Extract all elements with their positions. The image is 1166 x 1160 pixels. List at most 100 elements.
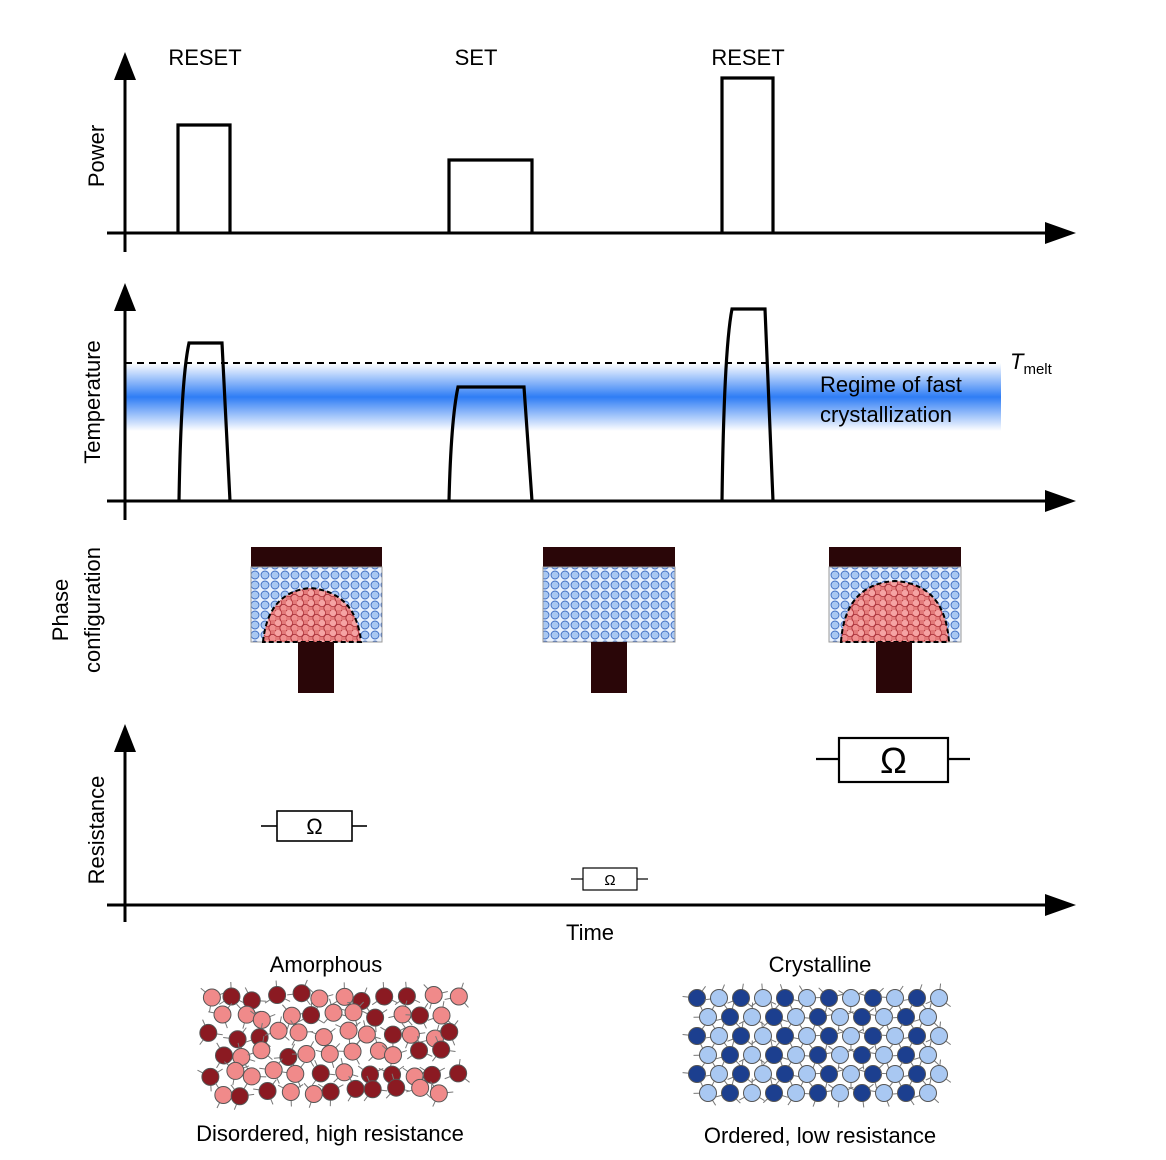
atom (699, 1046, 717, 1064)
atom (410, 1041, 429, 1060)
bottom-electrode (298, 642, 334, 693)
t-melt-symbol: T (1010, 349, 1025, 374)
atom (831, 1084, 849, 1102)
atom (864, 989, 882, 1007)
amorphous-dome (839, 579, 951, 643)
atom (765, 1008, 783, 1026)
atom (226, 1061, 245, 1080)
atom (375, 987, 394, 1006)
atom (230, 1087, 249, 1106)
atom (268, 986, 287, 1005)
atom (864, 1065, 882, 1083)
power-x-arrow (1045, 222, 1076, 244)
atom (324, 1003, 343, 1022)
atom (809, 1084, 827, 1102)
atom (688, 989, 706, 1007)
phase-panel: Phase configuration (48, 547, 962, 693)
atom (432, 1006, 451, 1025)
atom (432, 1040, 451, 1059)
phase-axis-label-line2: configuration (80, 547, 105, 673)
atom (809, 1008, 827, 1026)
power-y-arrow (114, 52, 136, 80)
resistor-body (837, 736, 950, 784)
atom (732, 1027, 750, 1045)
atom (387, 1078, 406, 1097)
power-pulse-reset-2 (720, 76, 775, 233)
phase-cell-3 (828, 547, 962, 693)
atom (897, 1046, 915, 1064)
atom (213, 1005, 232, 1024)
atom (765, 1046, 783, 1064)
atom (440, 1022, 459, 1041)
atom (292, 984, 311, 1003)
temperature-pulse-reset-1 (177, 341, 232, 502)
atom (422, 1065, 441, 1084)
power-pulse-reset-1 (176, 123, 232, 233)
resistor-high: Ω (816, 736, 970, 784)
atom (321, 1082, 340, 1101)
atom (743, 1046, 761, 1064)
t-melt-subscript: melt (1023, 361, 1052, 378)
pulse-label-reset-1: RESET (168, 45, 241, 70)
amorphous-lattice (197, 979, 470, 1110)
atom (820, 1065, 838, 1083)
resistor-low: Ω (571, 867, 648, 891)
resistance-y-arrow (114, 724, 136, 752)
amorphous-caption: Disordered, high resistance (196, 1121, 464, 1146)
atom (201, 1067, 220, 1086)
amorphous-title: Amorphous (270, 952, 383, 977)
crystalline-caption: Ordered, low resistance (704, 1123, 936, 1148)
atom (853, 1046, 871, 1064)
top-electrode (251, 547, 382, 567)
atom (831, 1008, 849, 1026)
atom (449, 1064, 468, 1083)
temperature-pulse-set (447, 385, 534, 502)
time-axis-label: Time (566, 920, 614, 945)
resistance-axis-label: Resistance (84, 776, 109, 885)
atom (214, 1085, 233, 1104)
atom (199, 1023, 218, 1042)
resistance-x-arrow (1045, 894, 1076, 916)
atom (279, 1047, 298, 1066)
atom (831, 1046, 849, 1064)
atom (787, 1084, 805, 1102)
resistor-body (276, 810, 353, 842)
bottom-electrode (876, 642, 912, 693)
atom (787, 1046, 805, 1064)
atom (908, 989, 926, 1007)
regime-label-line1: Regime of fast (820, 372, 962, 397)
atom (721, 1008, 739, 1026)
atom (732, 989, 750, 1007)
amorphous-illustration: Amorphous Disordered, high resistance (196, 952, 470, 1146)
atom (424, 986, 443, 1005)
resistor-omega: Ω (306, 814, 322, 839)
atom (286, 1064, 305, 1083)
atom (842, 1027, 860, 1045)
atom (363, 1080, 382, 1099)
power-panel: Power RESET SET RESET (84, 45, 1076, 252)
atom (875, 1084, 893, 1102)
atom (820, 989, 838, 1007)
atom (289, 1023, 308, 1042)
top-electrode (543, 547, 675, 567)
phase-cell-2 (542, 547, 676, 693)
atom (908, 1027, 926, 1045)
atom (853, 1008, 871, 1026)
atom (343, 1042, 362, 1061)
resistor-medium: Ω (261, 810, 367, 842)
atom (721, 1046, 739, 1064)
atom (886, 1065, 904, 1083)
atom (264, 1061, 283, 1080)
atom (304, 1084, 323, 1103)
crystalline-lattice (682, 983, 952, 1108)
atom (842, 1065, 860, 1083)
atom (214, 1046, 233, 1065)
atom (930, 1027, 948, 1045)
atom (710, 989, 728, 1007)
power-pulse-set (447, 158, 534, 233)
atom (820, 1027, 838, 1045)
atom (776, 1065, 794, 1083)
atom (908, 1065, 926, 1083)
phase-axis-label-line1: Phase (48, 579, 73, 641)
